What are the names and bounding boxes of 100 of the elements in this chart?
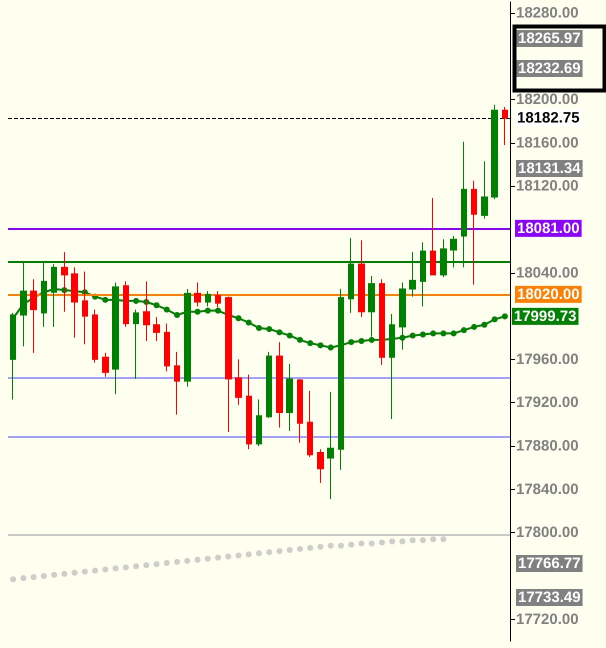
- point: [72, 570, 78, 576]
- point: [61, 570, 68, 577]
- candlestick: [317, 448, 324, 484]
- ref-line-label: 18182.75: [517, 110, 580, 127]
- text: 18232.69: [518, 60, 581, 77]
- point: [420, 332, 426, 338]
- y-tick-label: 18200.00: [516, 90, 579, 108]
- candlestick: [256, 398, 262, 447]
- point: [460, 327, 467, 334]
- point: [194, 556, 201, 563]
- point: [143, 562, 150, 568]
- candlestick: [481, 160, 488, 220]
- point: [102, 296, 108, 303]
- candlestick: [297, 378, 303, 444]
- point: [492, 316, 498, 322]
- point: [194, 308, 201, 315]
- point: [184, 558, 190, 564]
- point: [112, 565, 119, 572]
- data-label: 17999.73: [514, 308, 576, 325]
- ref-line-label: 18081.00: [517, 220, 580, 237]
- point: [420, 537, 426, 544]
- point: [328, 344, 334, 350]
- candlestick: [235, 358, 242, 406]
- point: [154, 561, 160, 568]
- point: [266, 326, 272, 332]
- point: [266, 549, 272, 556]
- y-tick-label: 17960.00: [516, 350, 579, 368]
- point: [286, 332, 293, 339]
- point: [133, 563, 140, 570]
- text: 17733.49: [518, 589, 581, 606]
- point: [40, 573, 47, 580]
- point: [410, 332, 416, 339]
- point: [430, 330, 436, 336]
- point: [399, 538, 406, 544]
- point: [276, 548, 282, 554]
- point: [430, 536, 436, 542]
- point: [368, 540, 375, 547]
- point: [10, 576, 16, 582]
- point: [440, 536, 446, 542]
- y-tick-label: 18280.00: [516, 4, 579, 22]
- candlestick: [430, 198, 436, 276]
- y-tick-label: 17720.00: [516, 610, 579, 628]
- candlestick: [307, 390, 313, 458]
- point: [471, 324, 478, 330]
- point: [246, 551, 252, 558]
- point: [328, 542, 334, 549]
- point: [204, 308, 211, 314]
- y-tick-label: 17880.00: [516, 438, 579, 455]
- y-tick-label: 17840.00: [516, 480, 579, 498]
- point: [133, 298, 140, 304]
- candlestick: [286, 363, 293, 432]
- ref-line-label: 18020.00: [517, 286, 580, 303]
- text: 18265.97: [518, 30, 581, 47]
- point: [154, 302, 160, 308]
- point: [368, 336, 375, 343]
- candlestick: [327, 391, 334, 500]
- point: [30, 574, 37, 580]
- candlestick: [246, 374, 252, 450]
- y-tick-label: 18160.00: [516, 134, 579, 152]
- candlestick: [174, 351, 180, 416]
- candlestick: [276, 342, 283, 428]
- candlestick: [358, 240, 365, 318]
- candlestick: [92, 309, 98, 364]
- point: [164, 560, 170, 566]
- candlestick: [502, 106, 508, 146]
- point: [502, 313, 508, 320]
- point: [317, 544, 324, 550]
- point: [122, 564, 129, 570]
- candlestick: [164, 323, 170, 372]
- y-tick-label: 17920.00: [516, 394, 579, 412]
- point: [307, 544, 314, 551]
- point: [440, 330, 446, 336]
- point: [338, 542, 344, 549]
- point: [389, 538, 396, 544]
- point: [276, 329, 282, 336]
- point: [82, 568, 88, 575]
- point: [481, 322, 488, 328]
- point: [307, 340, 314, 346]
- point: [348, 542, 354, 548]
- y-tick-label: 18120.00: [516, 178, 579, 195]
- point: [174, 312, 180, 318]
- point: [378, 539, 385, 546]
- point: [317, 342, 324, 348]
- point: [51, 572, 58, 578]
- point: [215, 308, 222, 314]
- y-tick-label: 17800.00: [516, 524, 579, 542]
- point: [296, 546, 303, 552]
- text: 17766.77: [518, 555, 581, 572]
- point: [358, 338, 364, 344]
- point: [236, 552, 242, 558]
- point: [92, 568, 98, 574]
- point: [256, 325, 262, 331]
- candlestick: [102, 352, 109, 378]
- point: [256, 550, 262, 556]
- point: [286, 547, 293, 554]
- point: [174, 558, 180, 565]
- text: 18131.34: [518, 160, 582, 177]
- point: [358, 540, 364, 547]
- point: [164, 306, 170, 313]
- point: [225, 554, 232, 560]
